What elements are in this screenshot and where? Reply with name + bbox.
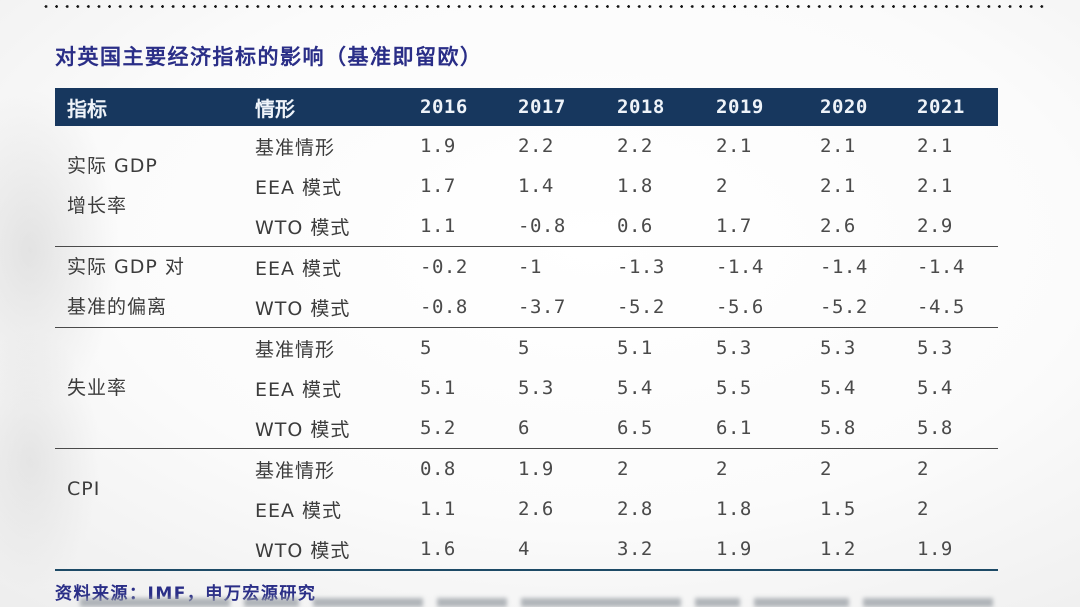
cell-value: 6 bbox=[518, 417, 530, 439]
cell-value: 2.6 bbox=[518, 498, 554, 520]
cell-value: 5.3 bbox=[917, 337, 953, 359]
scenario-label: EEA 模式 bbox=[255, 257, 343, 280]
cell-value: 2 bbox=[820, 458, 832, 480]
cell-value: 1.1 bbox=[420, 498, 456, 520]
scenario-label: WTO 模式 bbox=[255, 539, 351, 562]
cell-value: -0.8 bbox=[420, 296, 468, 318]
cell-value: 0.6 bbox=[617, 215, 653, 237]
cell-value: 2 bbox=[716, 458, 728, 480]
cell-value: 2.1 bbox=[820, 135, 856, 157]
scenario-label: EEA 模式 bbox=[255, 378, 343, 401]
header-2016: 2016 bbox=[420, 96, 468, 118]
cell-value: -1.4 bbox=[716, 256, 764, 278]
cell-value: 2.1 bbox=[917, 175, 953, 197]
cell-value: 2 bbox=[917, 458, 929, 480]
cell-value: 2.1 bbox=[917, 135, 953, 157]
cell-value: 1.9 bbox=[518, 458, 554, 480]
cell-value: 1.6 bbox=[420, 538, 456, 560]
indicator-label: CPI bbox=[67, 478, 101, 500]
scenario-label: 基准情形 bbox=[255, 338, 336, 361]
cell-value: 1.2 bbox=[820, 538, 856, 560]
cell-value: 2 bbox=[617, 458, 629, 480]
cell-value: 5.2 bbox=[420, 417, 456, 439]
cell-value: 5 bbox=[518, 337, 530, 359]
cell-value: -1.4 bbox=[820, 256, 868, 278]
header-2019: 2019 bbox=[716, 96, 764, 118]
cell-value: 1.1 bbox=[420, 215, 456, 237]
cell-value: 5.1 bbox=[420, 377, 456, 399]
cell-value: 6.5 bbox=[617, 417, 653, 439]
slide-content: 对英国主要经济指标的影响（基准即留欧） 指标 情形 2016 2017 2018… bbox=[55, 42, 998, 604]
scenario-label: WTO 模式 bbox=[255, 418, 351, 441]
indicator-label: 实际 GDP 对 基准的偏离 bbox=[67, 256, 185, 318]
cell-value: -3.7 bbox=[518, 296, 566, 318]
cell-value: 2.2 bbox=[518, 135, 554, 157]
cell-value: 1.9 bbox=[716, 538, 752, 560]
cell-value: 3.2 bbox=[617, 538, 653, 560]
cell-value: 5 bbox=[420, 337, 432, 359]
header-2020: 2020 bbox=[820, 96, 868, 118]
cell-value: 2.6 bbox=[820, 215, 856, 237]
cell-value: 1.9 bbox=[420, 135, 456, 157]
cell-value: 5.3 bbox=[716, 337, 752, 359]
cell-value: 2.1 bbox=[820, 175, 856, 197]
cell-value: 2.2 bbox=[617, 135, 653, 157]
group-gdp-deviation: 实际 GDP 对 基准的偏离 EEA 模式 -0.2 -1 -1.3 -1.4 … bbox=[55, 246, 998, 327]
scenario-label: EEA 模式 bbox=[255, 176, 343, 199]
dotted-divider bbox=[44, 4, 1046, 9]
cell-value: -5.2 bbox=[617, 296, 665, 318]
header-2017: 2017 bbox=[518, 96, 566, 118]
cell-value: -4.5 bbox=[917, 296, 965, 318]
indicator-label: 实际 GDP 增长率 bbox=[67, 155, 158, 217]
cell-value: -0.2 bbox=[420, 256, 468, 278]
cell-value: -5.6 bbox=[716, 296, 764, 318]
cell-value: -5.2 bbox=[820, 296, 868, 318]
scenario-label: 基准情形 bbox=[255, 459, 336, 482]
table-title: 对英国主要经济指标的影响（基准即留欧） bbox=[55, 45, 483, 69]
scenario-label: WTO 模式 bbox=[255, 216, 351, 239]
cell-value: 5.3 bbox=[518, 377, 554, 399]
scenario-label: WTO 模式 bbox=[255, 297, 351, 320]
header-scenario: 情形 bbox=[255, 96, 295, 121]
cell-value: -1.4 bbox=[917, 256, 965, 278]
scenario-label: EEA 模式 bbox=[255, 499, 343, 522]
cell-value: 5.4 bbox=[917, 377, 953, 399]
header-2018: 2018 bbox=[617, 96, 665, 118]
group-real-gdp-growth: 实际 GDP 增长率 基准情形 1.9 2.2 2.2 2.1 2.1 2.1 … bbox=[55, 126, 998, 246]
cell-value: 1.4 bbox=[518, 175, 554, 197]
cell-value: 4 bbox=[518, 538, 530, 560]
cell-value: 1.9 bbox=[917, 538, 953, 560]
cell-value: 5.3 bbox=[820, 337, 856, 359]
cell-value: 1.7 bbox=[716, 215, 752, 237]
cell-value: -1.3 bbox=[617, 256, 665, 278]
header-2021: 2021 bbox=[917, 96, 965, 118]
cell-value: 2 bbox=[716, 175, 728, 197]
cell-value: 1.5 bbox=[820, 498, 856, 520]
cell-value: 2.9 bbox=[917, 215, 953, 237]
cell-value: 1.8 bbox=[716, 498, 752, 520]
cell-value: 5.8 bbox=[917, 417, 953, 439]
group-cpi: CPI 基准情形 0.8 1.9 2 2 2 2 EEA 模式 1.1 2.6 … bbox=[55, 448, 998, 569]
cell-value: 1.8 bbox=[617, 175, 653, 197]
cutoff-content-strip bbox=[80, 598, 1020, 607]
cell-value: 5.1 bbox=[617, 337, 653, 359]
indicator-label: 失业率 bbox=[67, 377, 128, 399]
cell-value: 5.8 bbox=[820, 417, 856, 439]
header-indicator: 指标 bbox=[67, 96, 107, 121]
cell-value: 5.5 bbox=[716, 377, 752, 399]
cell-value: 0.8 bbox=[420, 458, 456, 480]
cell-value: 2.8 bbox=[617, 498, 653, 520]
cell-value: 2 bbox=[917, 498, 929, 520]
cell-value: 6.1 bbox=[716, 417, 752, 439]
cell-value: -0.8 bbox=[518, 215, 566, 237]
cell-value: 5.4 bbox=[617, 377, 653, 399]
cell-value: -1 bbox=[518, 256, 542, 278]
group-unemployment: 失业率 基准情形 5 5 5.1 5.3 5.3 5.3 EEA 模式 5.1 … bbox=[55, 327, 998, 448]
cell-value: 2.1 bbox=[716, 135, 752, 157]
cell-value: 1.7 bbox=[420, 175, 456, 197]
table-header-row: 指标 情形 2016 2017 2018 2019 2020 2021 bbox=[55, 88, 998, 126]
scenario-label: 基准情形 bbox=[255, 136, 336, 159]
cell-value: 5.4 bbox=[820, 377, 856, 399]
